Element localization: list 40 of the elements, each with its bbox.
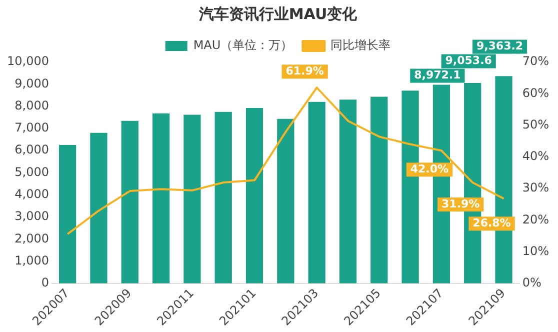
- bar: [90, 132, 108, 284]
- bar: [277, 118, 294, 284]
- y-tick-label: 4,000: [14, 186, 49, 201]
- bar: [184, 114, 201, 284]
- y-tick-label: 5,000: [14, 164, 49, 179]
- bar: [121, 120, 138, 284]
- data-label: 8,972.1: [414, 68, 461, 82]
- bar: [339, 100, 357, 284]
- y2-tick-label: 60%: [522, 86, 549, 100]
- legend-label: MAU（单位：万）: [193, 38, 293, 52]
- y-tick-label: 2,000: [14, 231, 49, 246]
- y2-tick-label: 50%: [522, 117, 549, 132]
- y-tick-label: 1,000: [14, 253, 49, 268]
- y2-tick-label: 30%: [522, 180, 549, 195]
- y-tick-label: 6,000: [14, 142, 49, 157]
- y-tick-label: 0: [41, 276, 49, 290]
- y-tick-label: 9,000: [14, 76, 49, 90]
- chart-title: 汽车资讯行业MAU变化: [198, 4, 358, 23]
- y2-tick-label: 0%: [522, 276, 542, 290]
- bar: [370, 96, 388, 284]
- y2-tick-label: 40%: [522, 149, 549, 164]
- data-label: 42.0%: [410, 162, 449, 176]
- y2-tick-label: 20%: [522, 212, 549, 226]
- bar: [152, 113, 170, 284]
- data-label: 26.8%: [472, 216, 511, 230]
- y-tick-label: 7,000: [14, 120, 49, 135]
- data-label: 9,053.6: [445, 54, 492, 68]
- bar: [59, 145, 76, 284]
- bar: [246, 108, 264, 284]
- legend-label: 同比增长率: [330, 38, 391, 52]
- data-label: 9,363.2: [476, 40, 524, 53]
- bar: [214, 112, 232, 284]
- y2-tick-label: 10%: [522, 244, 549, 258]
- data-label: 31.9%: [442, 197, 480, 210]
- y-tick-label: 8,000: [14, 98, 49, 112]
- bar: [308, 102, 326, 284]
- y2-tick-label: 70%: [522, 54, 549, 68]
- data-label: 61.9%: [286, 64, 324, 78]
- y-tick-label: 10,000: [6, 54, 49, 68]
- y-tick-label: 3,000: [14, 209, 49, 224]
